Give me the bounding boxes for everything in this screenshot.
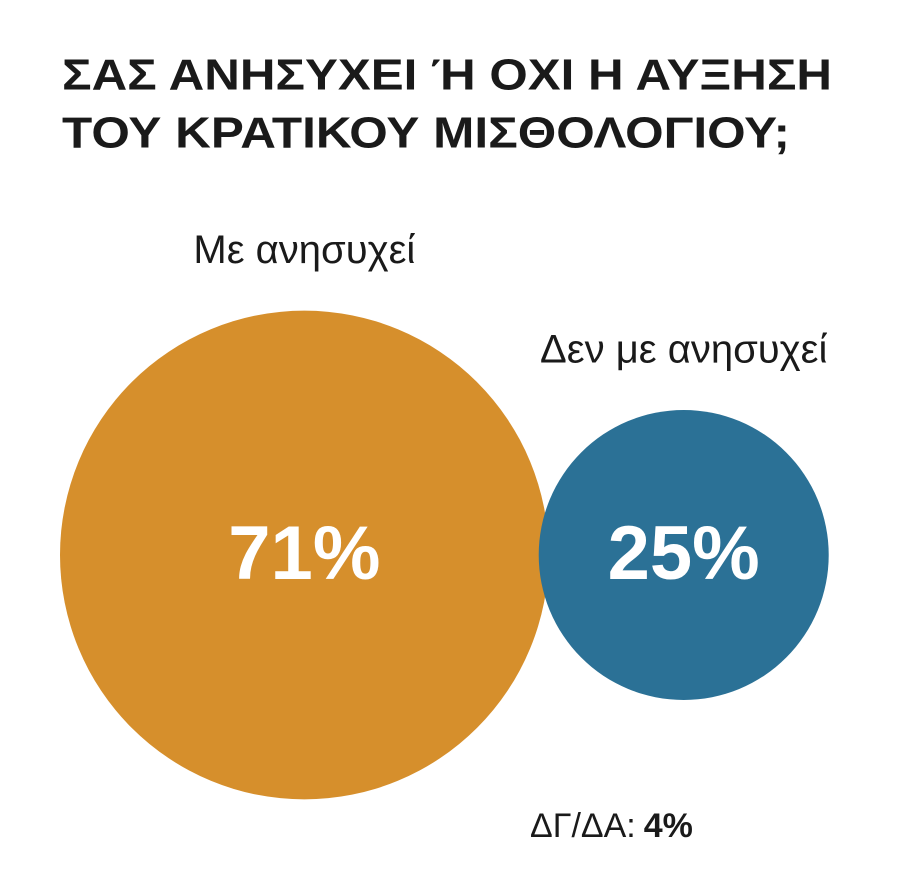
- note-label: ΔΓ/ΔΑ:: [530, 807, 636, 845]
- chart-title: ΤΟΥ ΚΡΑΤΙΚΟΥ ΜΙΣΘΟΛΟΓΙΟΥ;: [62, 109, 790, 158]
- value-label: 25%: [608, 511, 760, 596]
- note-value: 4%: [644, 807, 693, 845]
- bubble: [538, 410, 829, 700]
- note: ΔΓ/ΔΑ: 4%: [530, 807, 693, 845]
- category-label: Δεν με ανησυχεί: [540, 328, 827, 372]
- chart-title: ΣΑΣ ΑΝΗΣΥΧΕΙ Ή ΟΧΙ Η ΑΥΞΗΣΗ: [62, 51, 832, 100]
- bubble: [60, 310, 549, 800]
- category-label: Με ανησυχεί: [193, 228, 415, 272]
- value-label: 71%: [228, 511, 380, 596]
